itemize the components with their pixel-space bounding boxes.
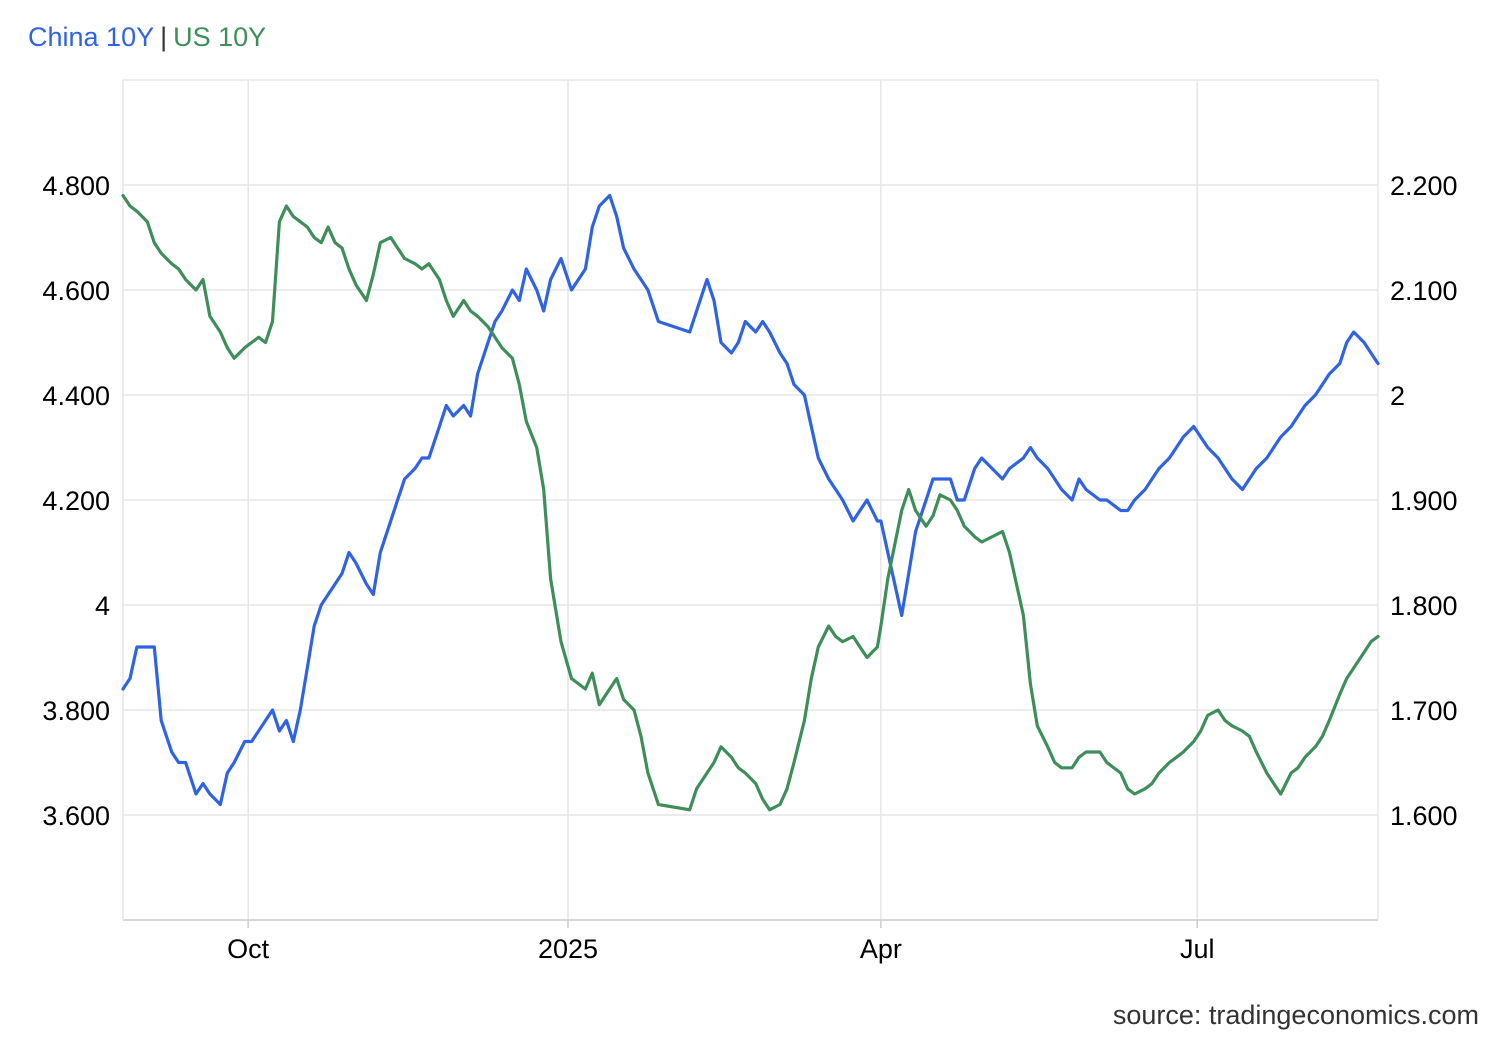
x-tick-label: Jul — [1180, 934, 1215, 964]
right-tick-label: 1.600 — [1390, 801, 1458, 831]
left-axis-ticks: 3.600 3.800 4 4.200 4.400 4.600 4.800 — [42, 171, 110, 831]
legend-china[interactable]: China 10Y — [28, 22, 155, 52]
left-tick-label: 4.800 — [42, 171, 110, 201]
left-tick-label: 4 — [95, 591, 110, 621]
series-line-us-10y[interactable] — [121, 193, 1380, 812]
right-tick-label: 1.800 — [1390, 591, 1458, 621]
left-tick-label: 4.200 — [42, 486, 110, 516]
right-tick-label: 2.100 — [1390, 276, 1458, 306]
x-tick-label: Apr — [860, 934, 902, 964]
series-line-china-10y[interactable] — [121, 193, 1380, 807]
legend-us[interactable]: US 10Y — [173, 22, 267, 52]
series-layer — [121, 193, 1380, 812]
axis-frame — [122, 80, 1379, 921]
left-tick-label: 3.800 — [42, 696, 110, 726]
right-tick-label: 1.900 — [1390, 486, 1458, 516]
legend-separator: | — [160, 22, 168, 52]
left-tick-label: 4.400 — [42, 381, 110, 411]
left-tick-label: 4.600 — [42, 276, 110, 306]
left-tick-label: 3.600 — [42, 801, 110, 831]
right-tick-label: 1.700 — [1390, 696, 1458, 726]
x-tick-label: 2025 — [538, 934, 598, 964]
x-axis-ticks: Oct 2025 Apr Jul — [227, 920, 1214, 964]
vertical-gridlines — [247, 80, 1198, 920]
x-tick-label: Oct — [227, 934, 270, 964]
legend: China 10Y | US 10Y — [28, 22, 266, 53]
right-axis-ticks: 1.600 1.700 1.800 1.900 2 2.100 2.200 — [1390, 171, 1458, 831]
right-tick-label: 2.200 — [1390, 171, 1458, 201]
right-tick-label: 2 — [1390, 381, 1405, 411]
horizontal-gridlines — [123, 79, 1378, 816]
source-credit[interactable]: source: tradingeconomics.com — [1112, 1000, 1479, 1030]
